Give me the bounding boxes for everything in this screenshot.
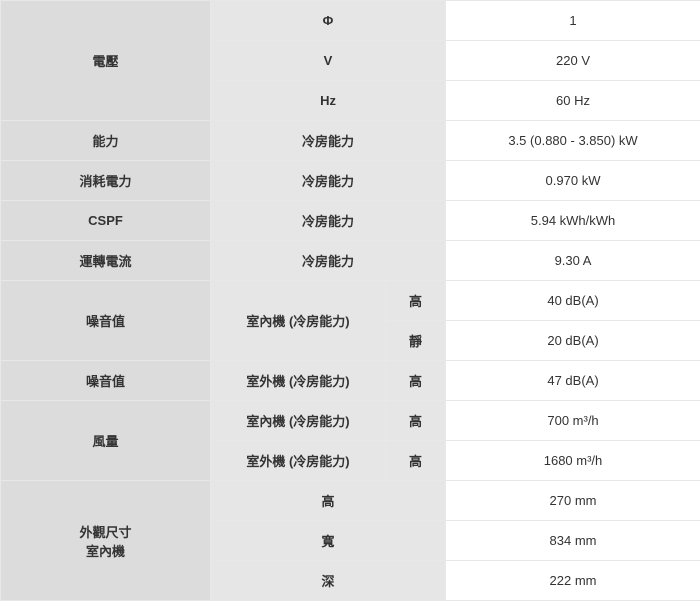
value-cell: 270 mm [446, 481, 700, 521]
table-row: 外觀尺寸 室內機 高 270 mm [1, 481, 700, 521]
table-row: 消耗電力 冷房能力 0.970 kW [1, 161, 700, 201]
table-row: 電壓 Φ 1 [1, 1, 700, 41]
table-row: 噪音值 室內機 (冷房能力) 高 40 dB(A) [1, 281, 700, 321]
value-cell: 60 Hz [446, 81, 700, 121]
value-cell: 220 V [446, 41, 700, 81]
sub-header-cooling: 冷房能力 [211, 161, 446, 201]
value-cell: 1680 m³/h [446, 441, 700, 481]
value-cell: 47 dB(A) [446, 361, 700, 401]
sub-header-phi: Φ [211, 1, 446, 41]
dimensions-line1: 外觀尺寸 [79, 525, 131, 540]
sub-header-cooling: 冷房能力 [211, 121, 446, 161]
table-row: 運轉電流 冷房能力 9.30 A [1, 241, 700, 281]
level-high: 高 [386, 281, 446, 321]
level-high: 高 [386, 441, 446, 481]
value-cell: 40 dB(A) [446, 281, 700, 321]
sub-header-hz: Hz [211, 81, 446, 121]
row-header-dimensions: 外觀尺寸 室內機 [1, 481, 211, 601]
value-cell: 9.30 A [446, 241, 700, 281]
value-cell: 222 mm [446, 561, 700, 601]
dimensions-line2: 室內機 [86, 544, 125, 559]
level-quiet: 靜 [386, 321, 446, 361]
sub-header-cooling: 冷房能力 [211, 201, 446, 241]
value-cell: 1 [446, 1, 700, 41]
sub-header-indoor: 室內機 (冷房能力) [211, 281, 386, 361]
value-cell: 3.5 (0.880 - 3.850) kW [446, 121, 700, 161]
row-header-cspf: CSPF [1, 201, 211, 241]
value-cell: 20 dB(A) [446, 321, 700, 361]
row-header-capacity: 能力 [1, 121, 211, 161]
row-header-noise: 噪音值 [1, 281, 211, 361]
sub-header-width: 寬 [211, 521, 446, 561]
row-header-voltage: 電壓 [1, 1, 211, 121]
table-row: CSPF 冷房能力 5.94 kWh/kWh [1, 201, 700, 241]
sub-header-height: 高 [211, 481, 446, 521]
table-row: 噪音值 室外機 (冷房能力) 高 47 dB(A) [1, 361, 700, 401]
table-row: 能力 冷房能力 3.5 (0.880 - 3.850) kW [1, 121, 700, 161]
level-high: 高 [386, 361, 446, 401]
sub-header-outdoor: 室外機 (冷房能力) [211, 441, 386, 481]
sub-header-indoor: 室內機 (冷房能力) [211, 401, 386, 441]
row-header-power: 消耗電力 [1, 161, 211, 201]
value-cell: 5.94 kWh/kWh [446, 201, 700, 241]
value-cell: 834 mm [446, 521, 700, 561]
row-header-noise: 噪音值 [1, 361, 211, 401]
row-header-current: 運轉電流 [1, 241, 211, 281]
sub-header-cooling: 冷房能力 [211, 241, 446, 281]
row-header-airflow: 風量 [1, 401, 211, 481]
value-cell: 700 m³/h [446, 401, 700, 441]
value-cell: 0.970 kW [446, 161, 700, 201]
spec-table: 電壓 Φ 1 V 220 V Hz 60 Hz 能力 冷房能力 3.5 (0.8… [0, 0, 700, 601]
table-row: 風量 室內機 (冷房能力) 高 700 m³/h [1, 401, 700, 441]
sub-header-v: V [211, 41, 446, 81]
sub-header-outdoor: 室外機 (冷房能力) [211, 361, 386, 401]
sub-header-depth: 深 [211, 561, 446, 601]
level-high: 高 [386, 401, 446, 441]
